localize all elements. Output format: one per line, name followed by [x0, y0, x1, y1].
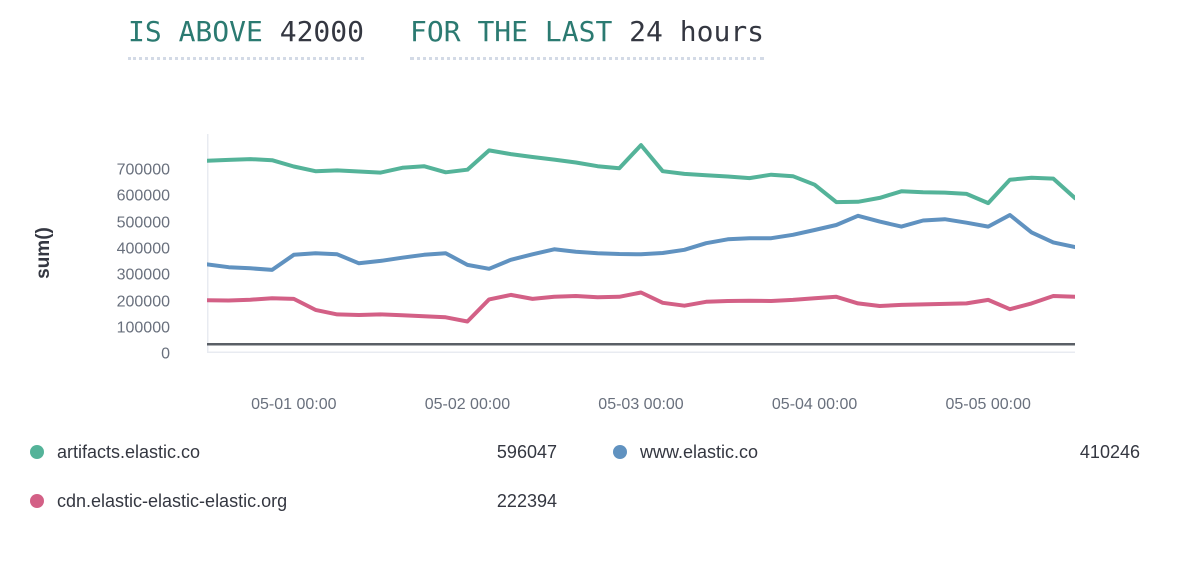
legend-item-cdn-elastic-elastic-elastic-org[interactable]: cdn.elastic-elastic-elastic.org 222394 [30, 487, 557, 515]
legend-label: cdn.elastic-elastic-elastic.org [57, 490, 288, 511]
plot-svg [207, 134, 1075, 353]
legend-value: 410246 [1079, 441, 1140, 462]
legend: artifacts.elastic.co 596047 www.elastic.co… [30, 438, 1140, 515]
legend-value: 222394 [496, 490, 557, 511]
y-tick-label: 500000 [116, 214, 170, 232]
series-line-cdn-elastic-elastic-elastic-org [207, 290, 1075, 324]
y-tick-label: 400000 [116, 240, 170, 258]
legend-label: artifacts.elastic.co [57, 441, 201, 462]
series-line-artifacts-elastic-co [207, 143, 1075, 206]
x-tick-label: 05-04 00:00 [771, 396, 858, 413]
x-axis-ticks: 05-01 00:00 05-02 00:00 05-03 00:00 05-04 0… [207, 396, 1075, 418]
x-tick-label: 05-01 00:00 [251, 396, 337, 413]
series-line-www-elastic-co [207, 213, 1075, 272]
y-axis-ticks: 0 100000 200000 300000 400000 500000 600000 700… [60, 130, 170, 363]
legend-value: 596047 [496, 441, 557, 462]
legend-swatch-icon [30, 445, 44, 459]
legend-swatch-icon [30, 494, 44, 508]
y-tick-label: 700000 [116, 161, 170, 179]
threshold-expression-button[interactable]: IS ABOVE 42000 [128, 15, 365, 60]
alert-expression-row: IS ABOVE 42000 FOR THE LAST 24 hours [128, 15, 765, 60]
time-window-expression-button[interactable]: FOR THE LAST 24 hours [410, 15, 765, 60]
legend-swatch-icon [613, 445, 627, 459]
y-tick-label: 0 [161, 345, 170, 363]
y-tick-label: 600000 [116, 187, 170, 205]
y-tick-label: 200000 [116, 293, 170, 311]
legend-item-artifacts-elastic-co[interactable]: artifacts.elastic.co 596047 [30, 438, 557, 466]
time-window-value: 24 hours [629, 15, 765, 48]
y-axis-title: sum() [33, 227, 54, 279]
legend-item-www-elastic-co[interactable]: www.elastic.co 410246 [613, 438, 1140, 466]
x-tick-label: 05-03 00:00 [598, 396, 684, 413]
x-tick-label: 05-05 00:00 [945, 396, 1031, 413]
threshold-value: 42000 [279, 15, 365, 48]
plot-border [207, 134, 1075, 353]
y-tick-label: 300000 [116, 266, 170, 284]
threshold-keyword: IS ABOVE [128, 15, 263, 48]
y-tick-label: 100000 [116, 319, 170, 337]
legend-label: www.elastic.co [640, 441, 759, 462]
x-tick-label: 05-02 00:00 [424, 396, 511, 413]
time-window-keyword: FOR THE LAST [410, 15, 613, 48]
